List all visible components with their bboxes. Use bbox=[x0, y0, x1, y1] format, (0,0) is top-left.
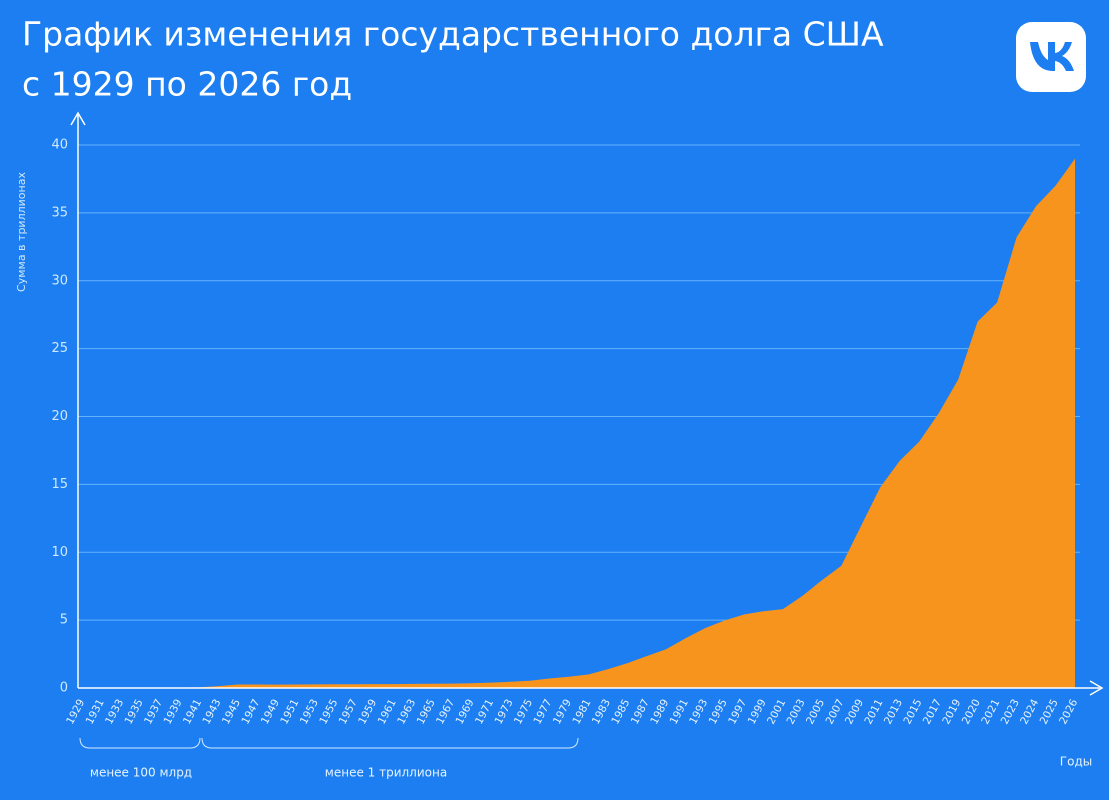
y-tick-label: 0 bbox=[60, 681, 68, 696]
y-tick-label: 5 bbox=[60, 613, 68, 628]
area bbox=[82, 158, 1075, 688]
x-axis-label: Годы bbox=[1060, 755, 1092, 769]
vk-logo bbox=[1016, 22, 1086, 92]
logo-mark bbox=[1030, 42, 1074, 71]
bracket bbox=[79, 737, 201, 749]
chart-subtitle: с 1929 по 2026 год bbox=[22, 65, 352, 104]
y-tick-label: 15 bbox=[51, 477, 68, 492]
y-tick-label: 30 bbox=[51, 273, 68, 288]
y-tick-label: 20 bbox=[51, 409, 68, 424]
bracket bbox=[201, 737, 579, 749]
chart-title: График изменения государственного долга … bbox=[22, 15, 884, 54]
annotation: менее 1 триллиона bbox=[325, 766, 447, 780]
y-arrow bbox=[70, 111, 86, 126]
annotation: менее 100 млрд bbox=[90, 766, 192, 780]
y-tick-label: 35 bbox=[51, 205, 68, 220]
y-tick-label: 40 bbox=[51, 138, 68, 153]
y-tick-label: 10 bbox=[51, 545, 68, 560]
x-arrow bbox=[1089, 680, 1104, 696]
y-tick-label: 25 bbox=[51, 341, 68, 356]
y-axis-label: Сумма в триллионах bbox=[15, 172, 28, 292]
